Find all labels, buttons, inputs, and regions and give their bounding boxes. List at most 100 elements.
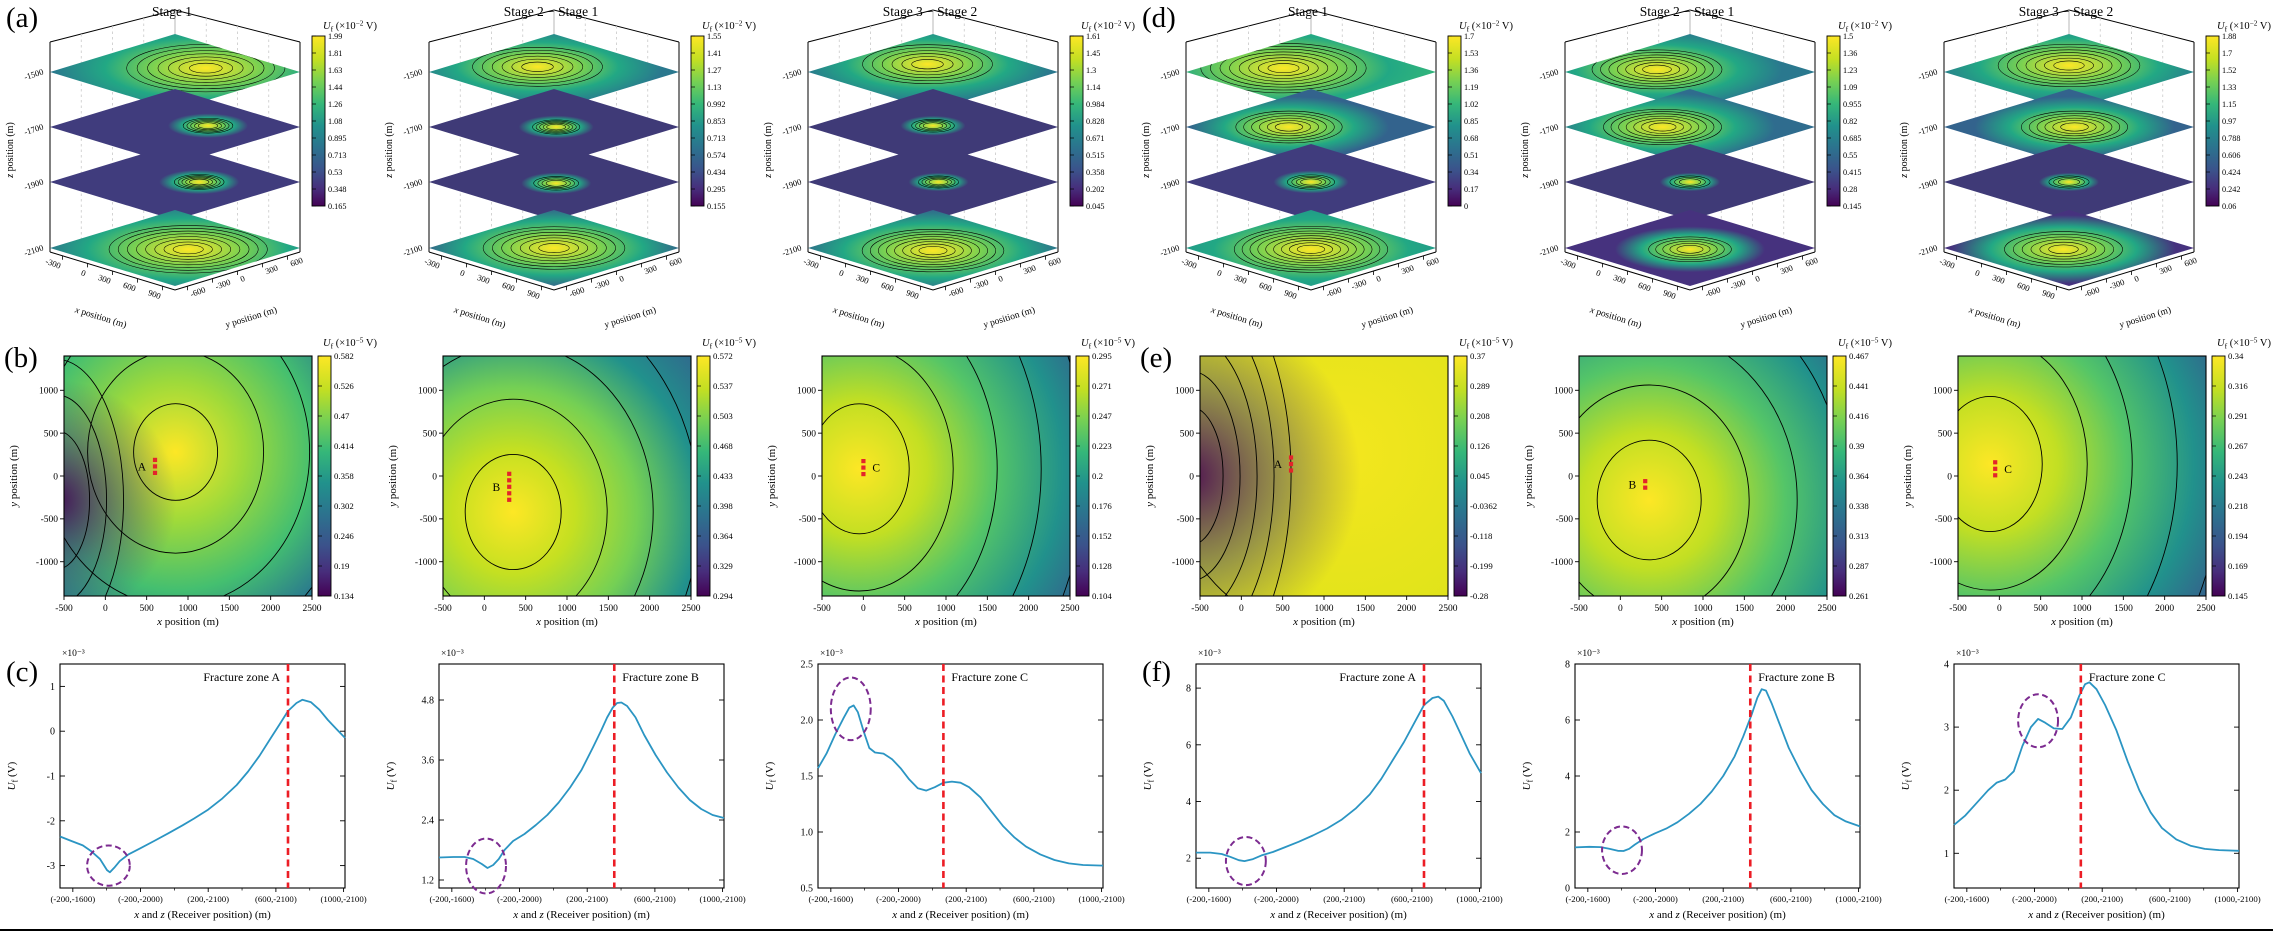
x-tick-label: 1500 bbox=[1735, 604, 1754, 614]
x-tick-label: 600 bbox=[122, 280, 137, 294]
signal-curve bbox=[59, 698, 346, 874]
contour-field bbox=[1579, 356, 1827, 596]
y-axis-title: y position (m) bbox=[766, 445, 778, 508]
colorbar-tick-label: 1.15 bbox=[2222, 100, 2236, 109]
colorbar-tick-label: 0.287 bbox=[1849, 561, 1869, 571]
colorbar-tick-label: 0.364 bbox=[713, 531, 733, 541]
x-tick-label: (-200,-2000) bbox=[1633, 894, 1678, 904]
colorbar-tick-label: 0.713 bbox=[707, 134, 725, 143]
x-tick-label: 300 bbox=[1233, 272, 1248, 286]
x-tick-label: (-200,-2000) bbox=[2012, 894, 2057, 904]
anomaly-ellipse bbox=[86, 844, 131, 887]
x-tick-label: (1000,-2100) bbox=[320, 894, 366, 904]
fracture-marker-C: C bbox=[1993, 460, 2012, 478]
fracture-marker-B: B bbox=[1629, 479, 1648, 491]
y-tick-label: -500 bbox=[420, 515, 438, 525]
x-axis-title: x position (m) bbox=[1671, 616, 1734, 628]
panel-label-a: (a) bbox=[6, 2, 39, 34]
x-tick-label: 2000 bbox=[1776, 604, 1795, 614]
x-tick-label: 500 bbox=[1655, 604, 1670, 614]
y-tick-label: 2.4 bbox=[422, 816, 435, 827]
x-tick-label: (1000,-2100) bbox=[1078, 894, 1124, 904]
x-tick-label: 900 bbox=[1662, 287, 1677, 301]
colorbar-tick-label: 0.582 bbox=[334, 351, 354, 361]
colorbar-tick-label: 0.302 bbox=[334, 501, 354, 511]
y-axis-title: Uf (V) bbox=[764, 761, 778, 790]
y-tick-label: 300 bbox=[264, 263, 279, 277]
x-tick-label: 500 bbox=[898, 604, 913, 614]
y-tick-label: 600 bbox=[668, 255, 683, 269]
axis-offset-label: ×10⁻³ bbox=[441, 649, 464, 659]
colorbar-tick-label: 0.364 bbox=[1849, 471, 1869, 481]
x-tick-label: 900 bbox=[147, 287, 162, 301]
contour-map-b: -500 0 500 1000 1500 2000 2500 1000 500 0 -500 -100… bbox=[766, 336, 1136, 628]
y-tick-label: -600 bbox=[568, 284, 586, 299]
y-axis-title: y position (m) bbox=[1738, 305, 1793, 330]
colorbar-tick-label: 0.261 bbox=[1849, 591, 1869, 601]
colorbar-tick-label: 0.47 bbox=[334, 411, 350, 421]
contour3d-plot-d: Stage 3 − Stage 2-1500-1700-1900-2100-30… bbox=[1899, 4, 2272, 330]
z-tick-label: -1900 bbox=[23, 176, 45, 192]
figure-left-half: (a) Stage 1 -1500 -1700 -1900 -2100 -300 0 300 6… bbox=[4, 2, 1136, 922]
y-tick-label: 0 bbox=[997, 273, 1004, 284]
x-tick-label: (-200,-2000) bbox=[497, 894, 542, 904]
panel-label-c: (c) bbox=[6, 656, 39, 688]
colorbar-tick-label: 1.44 bbox=[328, 83, 342, 92]
y-tick-label: 2 bbox=[1186, 854, 1191, 865]
axis-offset-label: ×10⁻³ bbox=[820, 649, 843, 659]
y-tick-label: -300 bbox=[593, 277, 611, 292]
x-tick-label: 1000 bbox=[1694, 604, 1713, 614]
y-tick-label: 3 bbox=[1944, 723, 1949, 734]
y-tick-label: 3.6 bbox=[422, 756, 435, 767]
y-axis-title: Uf (V) bbox=[1142, 761, 1156, 790]
y-tick-label: 600 bbox=[1804, 255, 1819, 269]
x-tick-label: 0 bbox=[459, 267, 466, 278]
x-axis-title: x and z (Receiver position) (m) bbox=[133, 909, 271, 921]
colorbar-tick-label: 0.223 bbox=[1092, 441, 1112, 451]
colorbar-tick-label: 0.358 bbox=[1086, 168, 1104, 177]
z-axis-title: z position (m) bbox=[1520, 122, 1531, 179]
x-tick-label: 1500 bbox=[220, 604, 239, 614]
colorbar-tick-label: 0.503 bbox=[713, 411, 733, 421]
y-tick-label: -600 bbox=[1325, 284, 1343, 299]
y-tick-label: 6 bbox=[1565, 716, 1570, 727]
signal-curve bbox=[1196, 695, 1482, 863]
z-axis-title: z position (m) bbox=[1141, 122, 1152, 179]
contour-slice-z-1500 bbox=[1565, 34, 1815, 110]
y-tick-label: -1000 bbox=[1172, 558, 1194, 568]
colorbar-title: Uf (×10−5 V) bbox=[1081, 336, 1136, 351]
colorbar-tick-label: 0.51 bbox=[1464, 151, 1478, 160]
signal-curve bbox=[438, 701, 725, 869]
colorbar-tick-label: 0.572 bbox=[713, 351, 733, 361]
colorbar-tick-label: 0.176 bbox=[1092, 501, 1112, 511]
x-tick-label: 1500 bbox=[2114, 604, 2133, 614]
colorbar-tick-label: 0.208 bbox=[1470, 411, 1490, 421]
y-tick-label: 500 bbox=[1559, 429, 1574, 439]
colorbar-tick-label: 1.53 bbox=[1464, 49, 1478, 58]
y-tick-label: -1000 bbox=[1930, 558, 1952, 568]
contour3d-plot-a: Stage 2 − Stage 1-1500-1700-1900-2100-30… bbox=[384, 4, 757, 330]
fracture-zone-label: Fracture zone A bbox=[1339, 670, 1416, 684]
line-plot-c: ×10⁻³ 1.2 2.4 3.6 4.8 (-200,-1600) (-200,-2000… bbox=[385, 649, 746, 921]
y-tick-label: -600 bbox=[947, 284, 965, 299]
x-tick-label: 0 bbox=[1239, 604, 1244, 614]
y-tick-label: 0 bbox=[1375, 273, 1382, 284]
x-tick-label: (600,-2100) bbox=[1770, 894, 1812, 904]
signal-curve bbox=[1953, 681, 2240, 852]
x-tick-label: 900 bbox=[905, 287, 920, 301]
x-axis-title: x and z (Receiver position) (m) bbox=[891, 909, 1029, 921]
x-tick-label: 2000 bbox=[1397, 604, 1416, 614]
y-axis-title: y position (m) bbox=[2117, 305, 2172, 330]
axis-offset-label: ×10⁻³ bbox=[1577, 649, 1600, 659]
x-tick-label: (200,-2100) bbox=[945, 894, 987, 904]
z-tick-label: -1500 bbox=[23, 66, 45, 82]
x-tick-label: 2500 bbox=[682, 604, 701, 614]
y-tick-label: 1 bbox=[1944, 849, 1949, 860]
colorbar-title: Uf (×10−5 V) bbox=[702, 336, 757, 351]
colorbar-tick-label: 1.08 bbox=[328, 117, 342, 126]
colorbar-title: Uf (×10−5 V) bbox=[2217, 336, 2272, 351]
y-tick-label: 1000 bbox=[797, 387, 816, 397]
x-tick-label: 1000 bbox=[937, 604, 956, 614]
line-plot-c: ×10⁻³ 1 0 -1 -2 -3 (-200,-1600) (-200,-2000) (20… bbox=[6, 649, 367, 921]
colorbar-tick-label: 0.85 bbox=[1464, 117, 1478, 126]
